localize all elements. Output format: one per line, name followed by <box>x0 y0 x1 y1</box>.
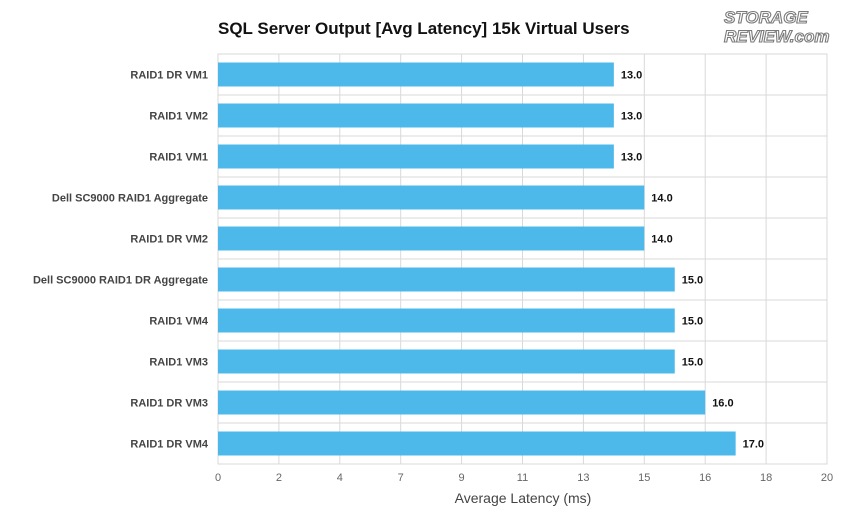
category-label: RAID1 VM3 <box>149 357 208 369</box>
x-tick-label: 11 <box>517 472 528 484</box>
category-label: RAID1 DR VM2 <box>130 234 208 246</box>
x-tick-label: 7 <box>398 472 404 484</box>
value-label: 13.0 <box>621 111 642 123</box>
logo-line1: STORAGE <box>724 8 808 27</box>
value-label: 17.0 <box>743 439 764 451</box>
value-label: 14.0 <box>651 234 672 246</box>
category-labels: RAID1 DR VM1 RAID1 VM2 RAID1 VM1 Dell SC900… <box>33 70 209 451</box>
x-tick-label: 4 <box>337 472 343 484</box>
category-label: RAID1 VM4 <box>149 316 209 328</box>
logo-line2: REVIEW.com <box>724 27 829 46</box>
bar <box>218 103 614 128</box>
bar <box>218 431 736 456</box>
x-axis-label: Average Latency (ms) <box>455 490 592 506</box>
bar <box>218 62 614 87</box>
value-label: 15.0 <box>682 275 703 287</box>
x-tick-label: 16 <box>699 472 711 484</box>
x-tick-label: 9 <box>459 472 465 484</box>
category-label: Dell SC9000 RAID1 Aggregate <box>52 193 208 205</box>
x-tick-label: 18 <box>760 472 772 484</box>
bar <box>218 349 675 374</box>
x-tick-label: 15 <box>638 472 650 484</box>
chart-bars <box>218 62 736 456</box>
value-label: 15.0 <box>682 357 703 369</box>
x-tick-label: 2 <box>276 472 282 484</box>
value-label: 13.0 <box>621 152 642 164</box>
bar <box>218 267 675 292</box>
value-labels: 13.0 13.0 13.0 14.0 14.0 15.0 15.0 15.0 16.0 17.0 <box>621 70 764 451</box>
bar <box>218 226 645 251</box>
chart-title: SQL Server Output [Avg Latency] 15k Virt… <box>218 19 630 38</box>
category-label: RAID1 DR VM3 <box>130 398 208 410</box>
bar <box>218 308 675 333</box>
category-label: RAID1 VM2 <box>149 111 208 123</box>
bar <box>218 144 614 169</box>
value-label: 14.0 <box>651 193 672 205</box>
category-label: Dell SC9000 RAID1 DR Aggregate <box>33 275 208 287</box>
category-label: RAID1 VM1 <box>149 152 208 164</box>
category-label: RAID1 DR VM4 <box>130 439 209 451</box>
category-label: RAID1 DR VM1 <box>130 70 208 82</box>
x-tick-label: 13 <box>577 472 589 484</box>
value-label: 15.0 <box>682 316 703 328</box>
x-axis-ticks: 0 2 4 7 9 11 13 15 16 18 20 <box>215 472 833 484</box>
bar <box>218 390 706 415</box>
bar <box>218 185 645 210</box>
value-label: 13.0 <box>621 70 642 82</box>
value-label: 16.0 <box>712 398 733 410</box>
x-tick-label: 20 <box>821 472 833 484</box>
storagereview-logo: STORAGE REVIEW.com <box>723 7 830 46</box>
x-tick-label: 0 <box>215 472 221 484</box>
